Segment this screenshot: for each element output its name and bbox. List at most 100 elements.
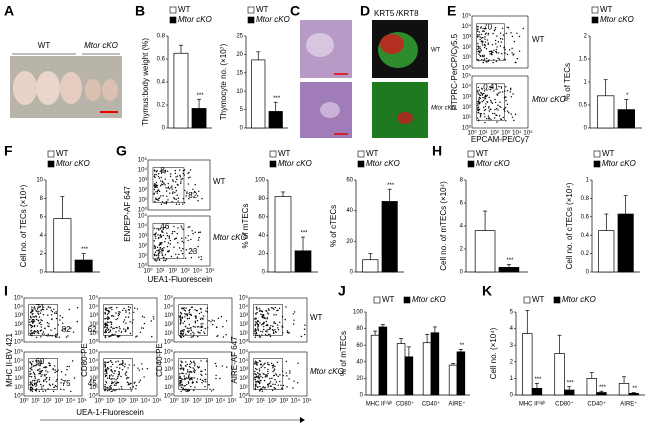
- event-dot: [115, 326, 117, 329]
- gate: [476, 23, 505, 61]
- event-dot: [41, 374, 43, 376]
- event-dot: [176, 256, 179, 259]
- event-dot: [40, 371, 43, 373]
- flow-x-tick-label: 10²: [268, 399, 277, 405]
- event-dot: [70, 390, 72, 393]
- event-dot: [169, 239, 172, 242]
- event-dot: [181, 240, 183, 243]
- event-dot: [30, 364, 33, 366]
- event-dot: [53, 308, 55, 310]
- bar: [370, 334, 380, 396]
- y-tick-label: 3: [510, 343, 514, 349]
- event-dot: [487, 60, 490, 62]
- event-dot: [182, 335, 185, 338]
- event-dot: [194, 309, 196, 311]
- event-dot: [179, 317, 182, 319]
- event-dot: [107, 329, 109, 332]
- event-dot: [182, 322, 184, 324]
- event-dot: [156, 190, 159, 193]
- event-dot: [274, 322, 277, 325]
- event-dot: [158, 244, 160, 246]
- event-dot: [481, 42, 483, 44]
- event-dot: [38, 364, 40, 366]
- event-dot: [106, 371, 108, 373]
- event-dot: [159, 228, 162, 230]
- event-dot: [162, 256, 165, 259]
- event-dot: [115, 318, 117, 321]
- event-dot: [272, 325, 274, 328]
- event-dot: [157, 189, 160, 191]
- event-dot: [29, 373, 31, 375]
- event-dot: [164, 172, 166, 174]
- event-dot: [193, 371, 196, 374]
- event-dot: [108, 311, 111, 313]
- event-dot: [143, 316, 145, 318]
- event-dot: [506, 53, 509, 56]
- flow-x-tick-label: 10⁵: [302, 398, 312, 405]
- event-dot: [261, 314, 263, 316]
- event-dot: [162, 228, 164, 230]
- event-dot: [182, 172, 184, 175]
- flow-y-tick-label: 10³: [89, 367, 98, 373]
- gate-value: 60: [36, 357, 45, 366]
- event-dot: [109, 329, 112, 331]
- event-dot: [104, 373, 106, 375]
- event-dot: [274, 387, 277, 390]
- event-dot: [54, 371, 56, 374]
- event-dot: [259, 379, 262, 382]
- event-dot: [124, 363, 126, 365]
- event-dot: [116, 377, 119, 380]
- event-dot: [488, 96, 490, 99]
- event-dot: [190, 371, 192, 373]
- event-dot: [44, 375, 46, 377]
- event-dot: [179, 176, 182, 178]
- event-dot: [477, 109, 479, 112]
- event-dot: [123, 328, 125, 330]
- event-dot: [256, 368, 258, 371]
- event-dot: [276, 361, 279, 364]
- event-dot: [179, 169, 181, 171]
- event-dot: [29, 316, 32, 318]
- event-dot: [482, 92, 485, 95]
- event-dot: [499, 105, 501, 108]
- event-dot: [266, 331, 268, 333]
- event-dot: [490, 118, 492, 120]
- event-dot: [284, 318, 286, 321]
- event-dot: [293, 311, 296, 313]
- event-dot: [480, 91, 482, 94]
- event-dot: [187, 382, 190, 384]
- event-dot: [256, 322, 258, 325]
- event-dot: [262, 328, 265, 331]
- event-dot: [201, 374, 203, 377]
- event-dot: [180, 365, 182, 367]
- event-dot: [200, 311, 203, 313]
- y-axis-label: % of mTECs: [241, 204, 250, 249]
- event-dot: [156, 198, 158, 201]
- event-dot: [507, 27, 510, 29]
- bar: [191, 108, 207, 129]
- event-dot: [120, 385, 123, 388]
- event-dot: [185, 237, 187, 239]
- event-dot: [171, 201, 173, 203]
- event-dot: [156, 227, 158, 230]
- event-dot: [158, 190, 161, 193]
- event-dot: [125, 309, 127, 312]
- event-dot: [264, 317, 266, 320]
- flow-y-label: CD80-PE: [80, 343, 89, 377]
- event-dot: [158, 252, 161, 254]
- event-dot: [267, 386, 269, 388]
- event-dot: [124, 330, 126, 333]
- legend-swatch: [593, 160, 601, 168]
- event-dot: [153, 175, 156, 178]
- event-dot: [504, 48, 506, 51]
- flow-y-tick-label: 10⁵: [14, 295, 24, 302]
- event-dot: [30, 368, 32, 370]
- event-dot: [171, 231, 174, 233]
- event-dot: [201, 379, 204, 382]
- event-dot: [286, 330, 289, 332]
- flow-x-tick-label: 10³: [181, 269, 190, 275]
- event-dot: [37, 320, 40, 322]
- event-dot: [116, 366, 118, 368]
- event-dot: [108, 374, 111, 377]
- event-dot: [484, 108, 487, 111]
